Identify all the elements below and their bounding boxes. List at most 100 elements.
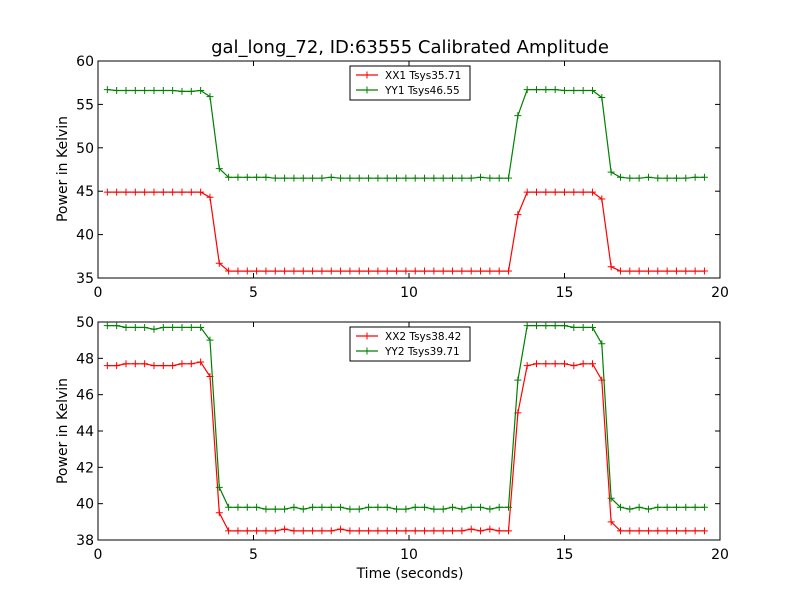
bottom-y-tick-label: 44 (76, 424, 94, 440)
top-data-point (700, 267, 708, 275)
bottom-data-point (654, 527, 662, 535)
top-data-point (253, 173, 261, 181)
top-data-point (682, 267, 690, 275)
bottom-data-point (122, 323, 130, 331)
bottom-data-point (318, 503, 326, 511)
top-data-point (262, 267, 270, 275)
bottom-data-point (187, 323, 195, 331)
top-data-point (672, 267, 680, 275)
top-data-point (635, 267, 643, 275)
top-data-point (644, 173, 652, 181)
bottom-data-point (327, 527, 335, 535)
top-data-point (598, 195, 606, 203)
bottom-chart-ylabel: Power in Kelvin (55, 378, 71, 484)
bottom-data-point (682, 503, 690, 511)
bottom-data-point (103, 362, 111, 370)
bottom-data-point (523, 322, 531, 330)
top-data-point (365, 174, 373, 182)
bottom-data-point (439, 527, 447, 535)
top-data-point (309, 174, 317, 182)
top-data-point (178, 87, 186, 95)
top-data-point (206, 193, 214, 201)
top-data-point (626, 267, 634, 275)
bottom-data-point (533, 360, 541, 368)
top-data-point (523, 188, 531, 196)
bottom-data-point (262, 527, 270, 535)
bottom-data-point (514, 376, 522, 384)
bottom-data-point (533, 322, 541, 330)
top-data-point (187, 188, 195, 196)
top-legend-label: XX1 Tsys35.71 (385, 70, 461, 82)
top-data-point (533, 188, 541, 196)
top-data-point (588, 87, 596, 95)
bottom-legend-marker (363, 347, 371, 355)
top-y-tick-label: 55 (76, 97, 94, 113)
top-data-point (644, 267, 652, 275)
top-data-point (206, 93, 214, 101)
top-series-line (107, 191, 705, 272)
top-data-point (449, 267, 457, 275)
top-data-point (533, 86, 541, 94)
top-legend-marker (363, 71, 371, 79)
bottom-data-point (486, 505, 494, 513)
top-data-point (421, 174, 429, 182)
bottom-data-point (458, 505, 466, 513)
bottom-data-point (449, 527, 457, 535)
top-data-point (570, 188, 578, 196)
bottom-data-point (299, 527, 307, 535)
top-data-point (505, 267, 513, 275)
top-data-point (355, 267, 363, 275)
bottom-data-point (477, 527, 485, 535)
top-chart-ylabel: Power in Kelvin (55, 116, 71, 222)
bottom-data-point (495, 527, 503, 535)
top-data-point (141, 87, 149, 95)
top-data-point (318, 174, 326, 182)
top-data-point (514, 211, 522, 219)
bottom-data-point (337, 525, 345, 533)
bottom-data-point (570, 362, 578, 370)
top-data-point (131, 87, 139, 95)
bottom-data-point (616, 527, 624, 535)
bottom-data-point (588, 360, 596, 368)
bottom-data-point (243, 527, 251, 535)
top-x-tick-label: 20 (711, 285, 729, 301)
top-data-point (122, 188, 130, 196)
bottom-data-point (505, 527, 513, 535)
top-data-point (159, 188, 167, 196)
bottom-x-tick-label: 5 (249, 547, 258, 563)
top-data-point (327, 267, 335, 275)
top-data-point (672, 174, 680, 182)
top-data-point (393, 174, 401, 182)
bottom-y-tick-label: 38 (76, 533, 94, 549)
top-data-point (635, 174, 643, 182)
bottom-data-point (309, 527, 317, 535)
bottom-data-point (113, 322, 121, 330)
bottom-data-point (113, 362, 121, 370)
bottom-data-point (477, 503, 485, 511)
top-data-point (542, 86, 550, 94)
bottom-x-tick-label: 20 (711, 547, 729, 563)
bottom-legend-label: YY2 Tsys39.71 (384, 346, 460, 358)
bottom-data-point (225, 527, 233, 535)
top-data-point (281, 267, 289, 275)
top-y-tick-label: 35 (76, 271, 94, 287)
top-data-point (290, 174, 298, 182)
bottom-data-point (523, 362, 531, 370)
bottom-data-point (607, 494, 615, 502)
bottom-data-point (197, 323, 205, 331)
bottom-data-point (346, 527, 354, 535)
bottom-data-point (169, 362, 177, 370)
top-data-point (458, 267, 466, 275)
top-data-point (309, 267, 317, 275)
top-data-point (150, 87, 158, 95)
top-data-point (281, 174, 289, 182)
top-data-point (271, 174, 279, 182)
top-data-point (430, 267, 438, 275)
bottom-data-point (299, 505, 307, 513)
top-data-point (103, 188, 111, 196)
top-data-point (187, 87, 195, 95)
bottom-data-point (374, 503, 382, 511)
bottom-data-point (159, 323, 167, 331)
top-data-point (169, 87, 177, 95)
bottom-data-point (430, 505, 438, 513)
